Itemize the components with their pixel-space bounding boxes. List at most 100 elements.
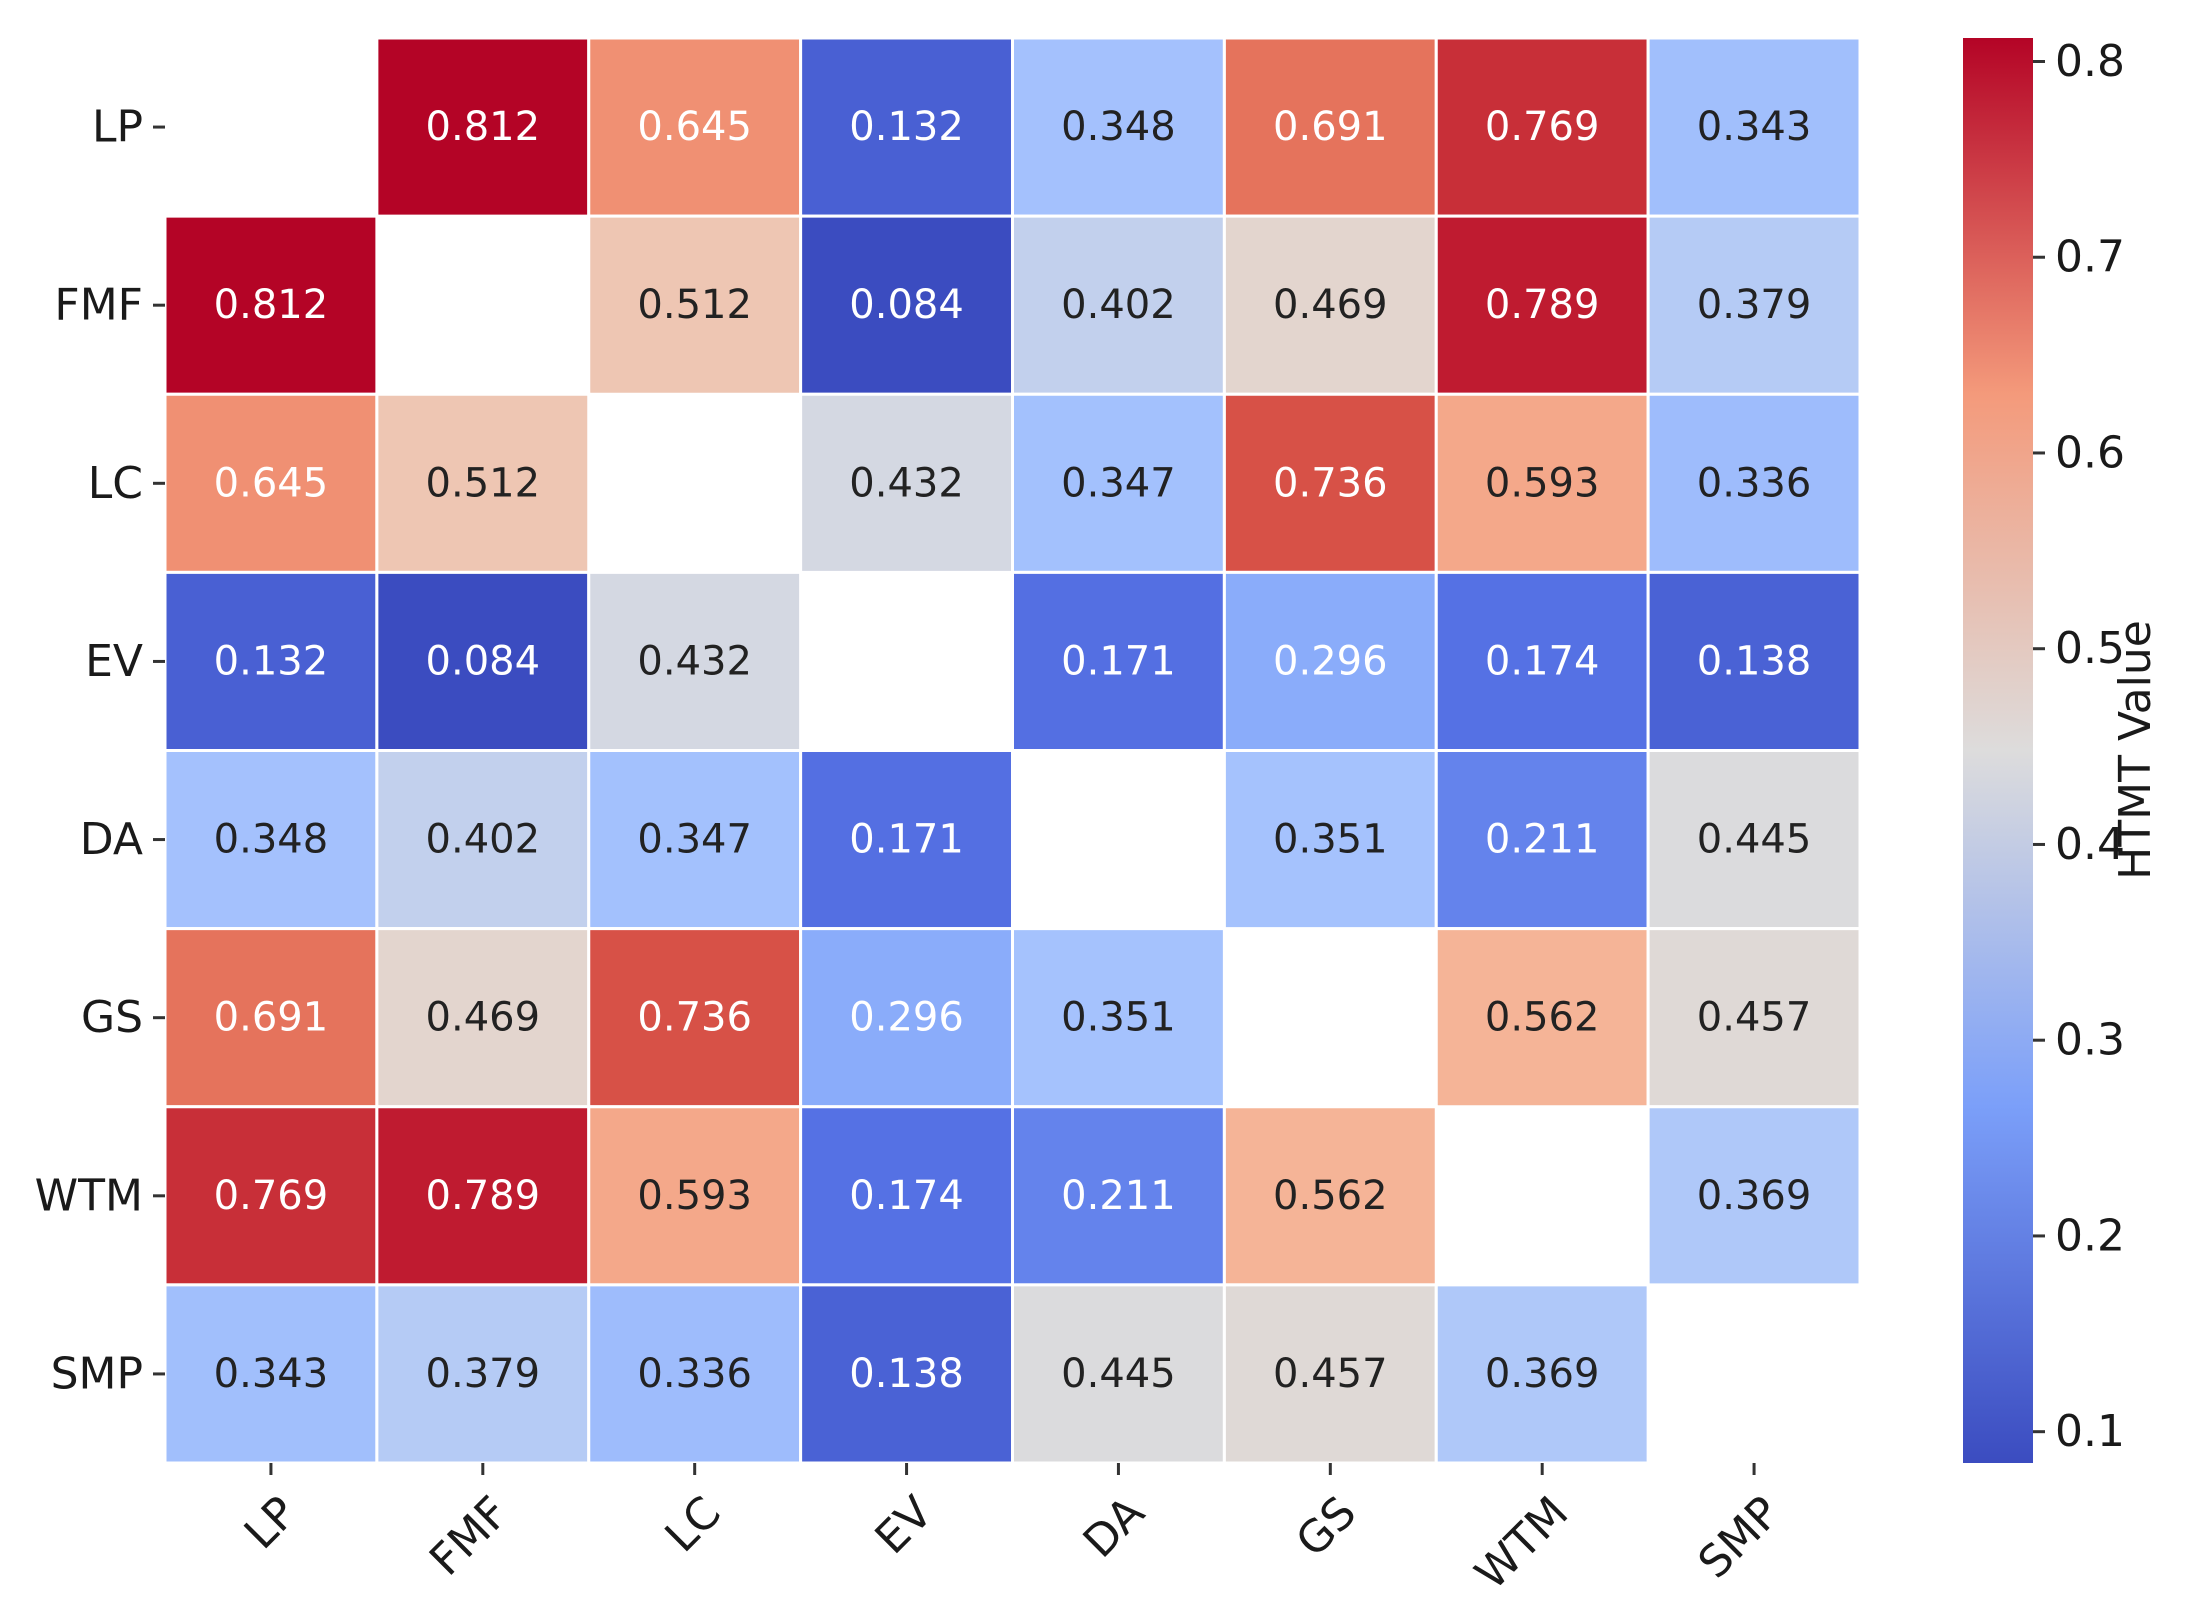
cell-value-label-DA-EV: 0.171 <box>849 817 964 863</box>
heatmap-cell-FMF-SMP <box>1646 214 1862 396</box>
cell-value-label-DA-WTM: 0.211 <box>1485 817 1600 863</box>
colorbar-tick-label-0.7: 0.7 <box>2055 232 2125 283</box>
heatmap-cell-LP-LC <box>587 36 803 218</box>
cell-value-label-EV-DA: 0.171 <box>1061 638 1176 684</box>
heatmap-cell-FMF-LC <box>587 214 803 396</box>
row-label-LP: LP <box>92 102 143 153</box>
row-label-DA: DA <box>80 814 143 865</box>
cell-value-label-WTM-EV: 0.174 <box>849 1173 964 1219</box>
heatmap-cell-LC-SMP <box>1646 392 1862 574</box>
cell-value-label-SMP-EV: 0.138 <box>849 1351 964 1397</box>
cell-value-label-FMF-DA: 0.402 <box>1061 282 1176 328</box>
cell-value-label-EV-LC: 0.432 <box>637 638 752 684</box>
colorbar-tick-label-0.8: 0.8 <box>2055 36 2125 87</box>
colorbar-tick-label-0.2: 0.2 <box>2055 1210 2125 1261</box>
row-label-FMF: FMF <box>54 280 143 331</box>
row-tick-labels: LP FMF LC EV DA GS WTM SMP <box>35 102 165 1399</box>
heatmap-cell-SMP-LP <box>163 1283 379 1465</box>
cell-value-label-LC-GS: 0.736 <box>1273 460 1388 506</box>
heatmap-cell-EV-SMP <box>1646 570 1862 752</box>
col-label-GS: GS <box>1286 1487 1366 1567</box>
cell-value-label-LC-DA: 0.347 <box>1061 460 1176 506</box>
cell-value-label-GS-SMP: 0.457 <box>1697 995 1812 1041</box>
cell-value-label-DA-SMP: 0.445 <box>1697 817 1812 863</box>
heatmap-cell-WTM-SMP <box>1646 1105 1862 1287</box>
heatmap-cell-WTM-DA <box>1011 1105 1226 1287</box>
cell-value-label-WTM-LP: 0.769 <box>214 1173 329 1219</box>
row-label-LC: LC <box>88 458 143 509</box>
row-label-WTM: WTM <box>35 1170 143 1221</box>
colorbar-tick-label-0.5: 0.5 <box>2055 623 2125 674</box>
heatmap-cell-WTM-LP <box>163 1105 379 1287</box>
cell-value-label-FMF-SMP: 0.379 <box>1697 282 1812 328</box>
heatmap-cell-SMP-WTM <box>1434 1283 1650 1465</box>
column-tick-labels: LP FMF LC EV DA GS WTM SMP <box>235 1463 1790 1600</box>
heatmap-cell-EV-FMF <box>375 570 591 752</box>
cell-value-label-FMF-WTM: 0.789 <box>1485 282 1600 328</box>
cell-value-label-FMF-GS: 0.469 <box>1273 282 1388 328</box>
cell-value-label-WTM-DA: 0.211 <box>1061 1173 1176 1219</box>
cell-value-label-SMP-LP: 0.343 <box>214 1351 329 1397</box>
heatmap-cell-SMP-FMF <box>375 1283 591 1465</box>
cell-value-label-LC-SMP: 0.336 <box>1697 460 1812 506</box>
heatmap-cell-SMP-EV <box>799 1283 1014 1465</box>
cell-value-label-GS-DA: 0.351 <box>1061 995 1176 1041</box>
heatmap-cell-LC-WTM <box>1434 392 1650 574</box>
cell-value-label-EV-SMP: 0.138 <box>1697 638 1812 684</box>
heatmap-cells: 0.812 0.645 0.132 0.348 0.691 0.769 0.343 0.812… <box>163 36 1862 1465</box>
cell-value-label-SMP-GS: 0.457 <box>1273 1351 1388 1397</box>
heatmap-cell-GS-LC <box>587 927 803 1109</box>
cell-value-label-LP-SMP: 0.343 <box>1697 104 1812 150</box>
heatmap-cell-LP-WTM <box>1434 36 1650 218</box>
cell-value-label-GS-LC: 0.736 <box>637 995 752 1041</box>
cell-value-label-EV-FMF: 0.084 <box>426 638 541 684</box>
cell-value-label-LP-EV: 0.132 <box>849 104 964 150</box>
cell-value-label-FMF-EV: 0.084 <box>849 282 964 328</box>
cell-value-label-LC-LP: 0.645 <box>214 460 329 506</box>
row-label-EV: EV <box>85 636 143 687</box>
heatmap-cell-SMP-DA <box>1011 1283 1226 1465</box>
cell-value-label-SMP-WTM: 0.369 <box>1485 1351 1600 1397</box>
cell-value-label-GS-EV: 0.296 <box>849 995 964 1041</box>
cell-value-label-DA-GS: 0.351 <box>1273 817 1388 863</box>
row-label-SMP: SMP <box>51 1348 143 1399</box>
cell-value-label-GS-WTM: 0.562 <box>1485 995 1600 1041</box>
heatmap-cell-FMF-GS <box>1222 214 1438 396</box>
cell-value-label-LC-EV: 0.432 <box>849 460 964 506</box>
col-label-DA: DA <box>1074 1487 1155 1568</box>
col-label-LP: LP <box>235 1487 307 1559</box>
cell-value-label-EV-GS: 0.296 <box>1273 638 1388 684</box>
cell-value-label-EV-LP: 0.132 <box>214 638 329 684</box>
heatmap-cell-LP-EV <box>799 36 1014 218</box>
col-label-SMP: SMP <box>1689 1487 1790 1588</box>
colorbar-tick-label-0.3: 0.3 <box>2055 1015 2125 1066</box>
heatmap-cell-FMF-EV <box>799 214 1014 396</box>
colorbar-tick-label-0.6: 0.6 <box>2055 427 2125 478</box>
heatmap-cell-GS-SMP <box>1646 927 1862 1109</box>
heatmap-cell-LC-DA <box>1011 392 1226 574</box>
cell-value-label-DA-LP: 0.348 <box>214 817 329 863</box>
heatmap-cell-GS-LP <box>163 927 379 1109</box>
colorbar-ticks: 0.1 0.2 0.3 0.4 0.5 0.6 0.7 0.8 <box>2033 36 2125 1457</box>
heatmap-cell-WTM-EV <box>799 1105 1014 1287</box>
cell-value-label-LP-FMF: 0.812 <box>426 104 541 150</box>
cell-value-label-LC-FMF: 0.512 <box>426 460 541 506</box>
heatmap-cell-LC-GS <box>1222 392 1438 574</box>
cell-value-label-WTM-LC: 0.593 <box>637 1173 752 1219</box>
cell-value-label-LP-WTM: 0.769 <box>1485 104 1600 150</box>
col-label-FMF: FMF <box>420 1487 519 1586</box>
heatmap-cell-LP-FMF <box>375 36 591 218</box>
cell-value-label-DA-LC: 0.347 <box>637 817 752 863</box>
colorbar-tick-label-0.4: 0.4 <box>2055 819 2125 870</box>
heatmap-cell-GS-DA <box>1011 927 1226 1109</box>
heatmap-cell-LC-EV <box>799 392 1014 574</box>
cell-value-label-DA-FMF: 0.402 <box>426 817 541 863</box>
col-label-WTM: WTM <box>1466 1487 1579 1600</box>
heatmap-cell-WTM-LC <box>587 1105 803 1287</box>
heatmap-cell-EV-WTM <box>1434 570 1650 752</box>
heatmap-cell-DA-LC <box>587 749 803 931</box>
heatmap-cell-LP-DA <box>1011 36 1226 218</box>
row-label-GS: GS <box>81 992 143 1043</box>
cell-value-label-SMP-FMF: 0.379 <box>426 1351 541 1397</box>
heatmap-cell-LC-FMF <box>375 392 591 574</box>
